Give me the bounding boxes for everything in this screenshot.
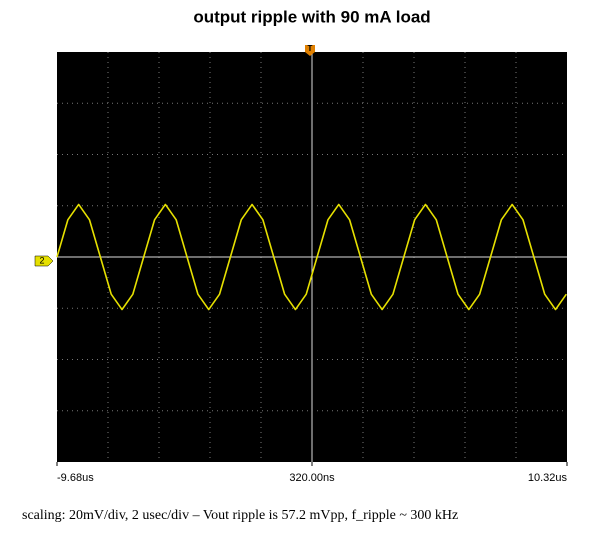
x-tick-label: 10.32us — [528, 472, 568, 484]
trigger-marker — [305, 45, 315, 56]
chart-title: output ripple with 90 mA load — [193, 7, 430, 26]
trigger-label: T — [308, 44, 313, 53]
x-tick-label: -9.68us — [57, 472, 94, 484]
caption: scaling: 20mV/div, 2 usec/div – Vout rip… — [22, 508, 458, 523]
trace — [56, 203, 568, 311]
x-tick-label: 320.00ns — [289, 472, 335, 484]
channel-label: 2 — [39, 255, 44, 265]
graticule — [57, 52, 567, 462]
channel-marker — [34, 255, 54, 267]
